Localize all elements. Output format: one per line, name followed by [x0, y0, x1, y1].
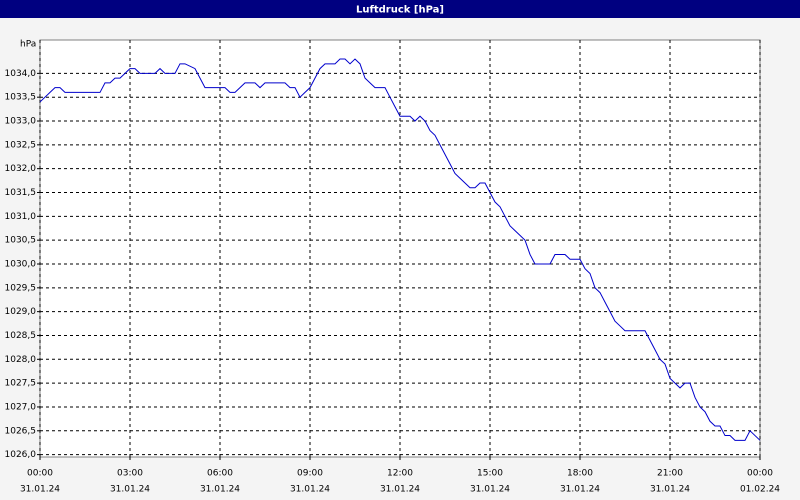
x-tick-date: 31.01.24 — [470, 485, 510, 495]
y-tick-label: 1027,0 — [5, 402, 37, 412]
y-tick-label: 1029,5 — [5, 283, 37, 293]
y-tick-label: 1033,0 — [5, 117, 37, 127]
y-unit: hPa — [20, 40, 36, 50]
plot-area — [39, 39, 761, 458]
x-tick-label: 15:00 — [477, 469, 503, 479]
x-tick-date: 01.02.24 — [740, 485, 780, 495]
x-tick-label: 00:00 — [27, 469, 53, 479]
x-tick-label: 00:00 — [747, 469, 773, 479]
y-tick-label: 1026,0 — [5, 450, 37, 460]
x-tick-date: 31.01.24 — [200, 485, 240, 495]
y-tick-label: 1031,5 — [5, 188, 37, 198]
y-tick-label: 1026,5 — [5, 426, 37, 436]
title-bar — [0, 0, 800, 18]
y-tick-label: 1028,5 — [5, 331, 37, 341]
y-tick-label: 1033,5 — [5, 93, 37, 103]
x-tick-date: 31.01.24 — [380, 485, 420, 495]
x-tick-label: 09:00 — [297, 469, 323, 479]
x-tick-date: 31.01.24 — [110, 485, 150, 495]
x-tick-date: 31.01.24 — [20, 485, 60, 495]
y-tick-label: 1029,0 — [5, 307, 37, 317]
chart-title: Luftdruck [hPa] — [356, 5, 444, 16]
y-tick-label: 1032,5 — [5, 140, 37, 150]
y-tick-label: 1027,5 — [5, 379, 37, 389]
x-tick-date: 31.01.24 — [560, 485, 600, 495]
y-tick-label: 1028,0 — [5, 355, 37, 365]
y-tick-label: 1030,0 — [5, 259, 37, 269]
x-tick-label: 18:00 — [567, 469, 593, 479]
y-tick-label: 1032,0 — [5, 164, 37, 174]
y-tick-label: 1030,5 — [5, 236, 37, 246]
x-tick-date: 31.01.24 — [290, 485, 330, 495]
x-tick-date: 31.01.24 — [650, 485, 690, 495]
x-tick-label: 12:00 — [387, 469, 413, 479]
y-tick-label: 1034,0 — [5, 69, 37, 79]
x-tick-label: 03:00 — [117, 469, 143, 479]
x-tick-label: 21:00 — [657, 469, 683, 479]
pressure-line — [39, 58, 761, 441]
x-tick-label: 06:00 — [207, 469, 233, 479]
y-tick-label: 1031,0 — [5, 212, 37, 222]
